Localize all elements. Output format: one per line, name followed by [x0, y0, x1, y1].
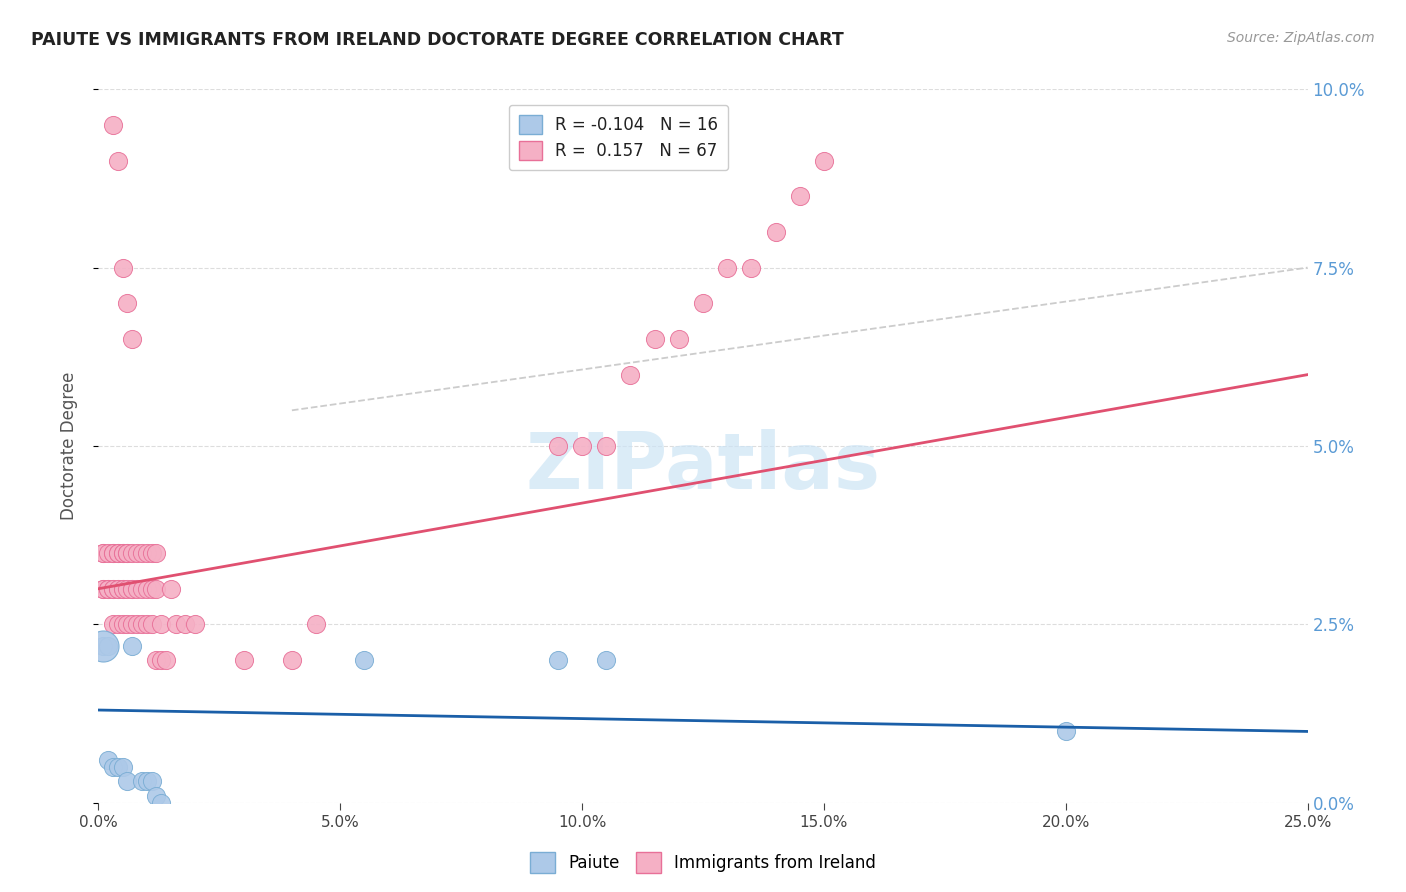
- Point: [127, 546, 149, 560]
- Point: [547, 653, 569, 667]
- Point: [101, 760, 124, 774]
- Point: [107, 546, 129, 560]
- Point: [97, 582, 120, 596]
- Point: [91, 639, 114, 653]
- Point: [91, 582, 114, 596]
- Point: [765, 225, 787, 239]
- Point: [571, 439, 593, 453]
- Point: [1054, 724, 1077, 739]
- Point: [135, 774, 157, 789]
- Point: [232, 653, 254, 667]
- Text: ZIPatlas: ZIPatlas: [526, 429, 880, 506]
- Point: [101, 582, 124, 596]
- Text: PAIUTE VS IMMIGRANTS FROM IRELAND DOCTORATE DEGREE CORRELATION CHART: PAIUTE VS IMMIGRANTS FROM IRELAND DOCTOR…: [31, 31, 844, 49]
- Point: [107, 582, 129, 596]
- Point: [135, 617, 157, 632]
- Point: [595, 653, 617, 667]
- Point: [131, 774, 153, 789]
- Point: [135, 582, 157, 596]
- Point: [131, 617, 153, 632]
- Point: [117, 582, 139, 596]
- Point: [121, 332, 143, 346]
- Point: [101, 582, 124, 596]
- Point: [716, 260, 738, 275]
- Legend: Paiute, Immigrants from Ireland: Paiute, Immigrants from Ireland: [523, 846, 883, 880]
- Point: [150, 796, 173, 810]
- Point: [101, 118, 124, 132]
- Point: [107, 617, 129, 632]
- Legend: R = -0.104   N = 16, R =  0.157   N = 67: R = -0.104 N = 16, R = 0.157 N = 67: [509, 104, 728, 169]
- Point: [305, 617, 328, 632]
- Point: [117, 546, 139, 560]
- Point: [150, 653, 173, 667]
- Point: [111, 760, 134, 774]
- Point: [150, 617, 173, 632]
- Point: [97, 582, 120, 596]
- Point: [121, 639, 143, 653]
- Point: [789, 189, 811, 203]
- Point: [141, 582, 163, 596]
- Point: [740, 260, 762, 275]
- Point: [101, 546, 124, 560]
- Point: [121, 582, 143, 596]
- Y-axis label: Doctorate Degree: Doctorate Degree: [59, 372, 77, 520]
- Point: [165, 617, 187, 632]
- Point: [117, 774, 139, 789]
- Point: [135, 546, 157, 560]
- Point: [111, 546, 134, 560]
- Point: [107, 760, 129, 774]
- Point: [111, 617, 134, 632]
- Point: [107, 546, 129, 560]
- Point: [121, 617, 143, 632]
- Point: [145, 546, 167, 560]
- Point: [141, 546, 163, 560]
- Point: [97, 639, 120, 653]
- Point: [97, 546, 120, 560]
- Point: [111, 582, 134, 596]
- Point: [160, 582, 183, 596]
- Point: [107, 582, 129, 596]
- Point: [97, 753, 120, 767]
- Point: [117, 546, 139, 560]
- Point: [131, 546, 153, 560]
- Point: [692, 296, 714, 310]
- Point: [91, 546, 114, 560]
- Point: [619, 368, 641, 382]
- Point: [174, 617, 197, 632]
- Point: [141, 774, 163, 789]
- Point: [111, 260, 134, 275]
- Point: [111, 582, 134, 596]
- Point: [155, 653, 177, 667]
- Point: [668, 332, 690, 346]
- Point: [813, 153, 835, 168]
- Point: [111, 546, 134, 560]
- Point: [145, 653, 167, 667]
- Point: [547, 439, 569, 453]
- Point: [91, 639, 114, 653]
- Point: [353, 653, 375, 667]
- Point: [107, 153, 129, 168]
- Point: [145, 789, 167, 803]
- Point: [141, 617, 163, 632]
- Point: [184, 617, 207, 632]
- Point: [101, 546, 124, 560]
- Point: [91, 582, 114, 596]
- Point: [127, 617, 149, 632]
- Point: [644, 332, 666, 346]
- Point: [91, 546, 114, 560]
- Point: [131, 582, 153, 596]
- Point: [145, 582, 167, 596]
- Point: [121, 582, 143, 596]
- Text: Source: ZipAtlas.com: Source: ZipAtlas.com: [1227, 31, 1375, 45]
- Point: [101, 617, 124, 632]
- Point: [127, 582, 149, 596]
- Point: [121, 546, 143, 560]
- Point: [595, 439, 617, 453]
- Point: [117, 296, 139, 310]
- Point: [281, 653, 304, 667]
- Point: [117, 617, 139, 632]
